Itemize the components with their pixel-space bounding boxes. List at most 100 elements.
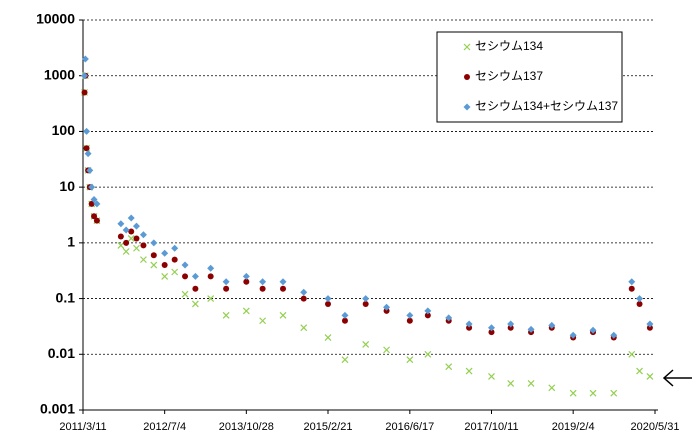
point <box>127 214 135 222</box>
legend-marker <box>463 103 471 111</box>
point <box>279 311 287 319</box>
point <box>191 272 199 280</box>
y-tick-label: 100 <box>52 122 76 138</box>
point <box>140 256 147 264</box>
point <box>88 183 96 191</box>
point <box>242 272 250 280</box>
point <box>488 329 495 336</box>
point <box>362 295 370 303</box>
point <box>88 200 95 207</box>
point <box>362 341 370 348</box>
point <box>259 317 267 325</box>
point <box>259 278 267 286</box>
point <box>507 320 515 328</box>
point <box>465 367 473 375</box>
y-tick-label: 0.001 <box>40 401 75 417</box>
point <box>171 268 179 276</box>
point <box>93 200 101 208</box>
point <box>636 367 643 375</box>
point <box>383 346 390 354</box>
point <box>259 285 266 292</box>
x-tick-label: 2016/6/17 <box>385 421 434 433</box>
point <box>341 317 348 324</box>
point <box>646 320 654 328</box>
point <box>181 261 189 269</box>
point <box>424 307 432 315</box>
point <box>171 256 178 263</box>
point <box>242 307 250 315</box>
y-tick-label: 10 <box>59 178 75 194</box>
point <box>243 278 250 285</box>
point <box>341 356 349 364</box>
point <box>610 389 618 397</box>
point <box>84 150 92 158</box>
point <box>279 278 287 286</box>
point <box>132 222 140 230</box>
point <box>122 248 130 255</box>
point <box>139 231 147 239</box>
point <box>636 300 643 307</box>
arrow <box>662 369 692 387</box>
point <box>383 303 391 311</box>
point <box>527 325 535 333</box>
x-tick-label: 2013/10/28 <box>219 421 274 433</box>
x-tick-label: 2017/10/11 <box>464 421 518 433</box>
point <box>207 273 214 280</box>
point <box>222 278 230 286</box>
point <box>589 326 597 334</box>
point <box>424 350 432 358</box>
y-tick-label: 1 <box>67 234 75 250</box>
x-tick-label: 2011/3/11 <box>59 421 106 433</box>
point <box>127 235 135 242</box>
y-tick-label: 1000 <box>44 66 75 82</box>
point <box>93 217 100 224</box>
point <box>171 244 179 252</box>
point <box>507 324 514 331</box>
point <box>324 334 332 341</box>
point <box>161 249 169 257</box>
point <box>628 285 635 292</box>
point <box>133 235 140 242</box>
point <box>86 166 94 174</box>
point <box>207 295 215 302</box>
point <box>300 324 308 332</box>
point <box>569 331 577 339</box>
point <box>83 145 90 152</box>
point <box>406 311 414 319</box>
x-tick-label: 2015/2/21 <box>304 421 353 433</box>
point <box>182 273 189 280</box>
point <box>150 261 158 269</box>
point <box>133 244 140 252</box>
point <box>140 242 147 249</box>
point <box>90 196 98 204</box>
point <box>81 89 88 96</box>
point <box>191 300 199 308</box>
point <box>128 228 135 235</box>
point <box>628 278 636 286</box>
point <box>324 300 331 307</box>
point <box>324 295 332 303</box>
point <box>383 307 390 314</box>
point <box>150 252 157 259</box>
y-tick-label: 0.01 <box>48 345 75 361</box>
point <box>117 241 125 249</box>
point <box>465 320 473 328</box>
point <box>548 321 556 329</box>
point <box>223 285 230 292</box>
point <box>81 72 89 80</box>
point <box>445 363 453 371</box>
x-tick-label: 2020/5/31 <box>631 421 680 433</box>
point <box>445 314 453 322</box>
point <box>81 55 89 63</box>
legend-label: セシウム137 <box>475 69 543 83</box>
point <box>406 356 414 364</box>
y-tick-label: 10000 <box>36 11 75 27</box>
point <box>548 384 556 392</box>
point <box>122 226 130 234</box>
legend-marker <box>463 43 471 51</box>
legend-marker <box>464 74 470 80</box>
point <box>207 264 215 272</box>
legend: セシウム134 セシウム137 セシウム134+セシウム137 <box>436 31 623 123</box>
point <box>488 373 495 380</box>
